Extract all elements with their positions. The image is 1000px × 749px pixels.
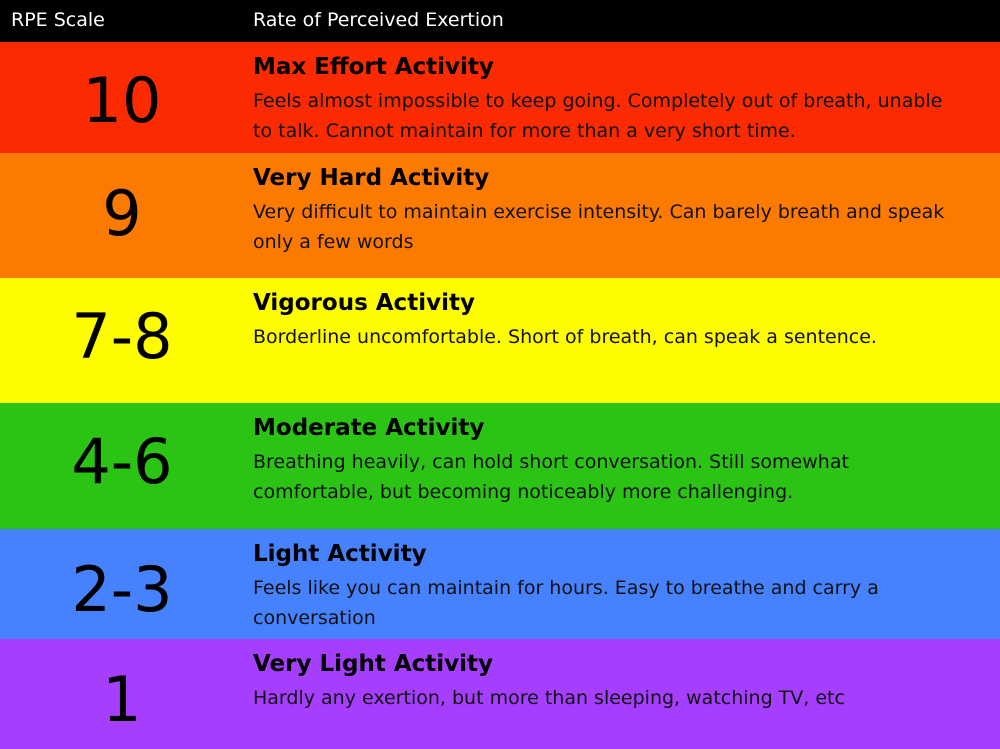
- exertion-header: Rate of Perceived Exertion: [253, 9, 504, 31]
- rpe-level: 4-6: [71, 425, 173, 498]
- activity-title: Max Effort Activity: [253, 54, 494, 80]
- activity-title: Very Hard Activity: [253, 165, 490, 191]
- rpe-level: 7-8: [71, 300, 173, 373]
- activity-description: Feels almost impossible to keep going. C…: [253, 90, 943, 142]
- activity-title: Very Light Activity: [253, 651, 494, 677]
- rpe-row: 9 Very Hard Activity Very difficult to m…: [0, 153, 1000, 278]
- rpe-row: 4-6 Moderate Activity Breathing heavily,…: [0, 403, 1000, 529]
- rpe-level: 2-3: [71, 553, 173, 626]
- rpe-level: 9: [102, 177, 142, 250]
- rpe-level: 10: [82, 64, 162, 137]
- activity-description: Breathing heavily, can hold short conver…: [253, 451, 849, 503]
- activity-title: Vigorous Activity: [253, 290, 475, 316]
- activity-title: Moderate Activity: [253, 415, 485, 441]
- activity-description: Very difficult to maintain exercise inte…: [253, 201, 945, 253]
- rpe-row: 7-8 Vigorous Activity Borderline uncomfo…: [0, 278, 1000, 403]
- rpe-level: 1: [102, 663, 142, 736]
- activity-description: Feels like you can maintain for hours. E…: [253, 577, 879, 629]
- activity-title: Light Activity: [253, 541, 427, 567]
- activity-description: Borderline uncomfortable. Short of breat…: [253, 326, 877, 348]
- rpe-row: 1 Very Light Activity Hardly any exertio…: [0, 639, 1000, 749]
- rpe-row: 10 Max Effort Activity Feels almost impo…: [0, 42, 1000, 153]
- table-header: RPE Scale Rate of Perceived Exertion: [0, 0, 1000, 42]
- activity-description: Hardly any exertion, but more than sleep…: [253, 687, 845, 709]
- rpe-table: 10 Max Effort Activity Feels almost impo…: [0, 42, 1000, 749]
- rpe-row: 2-3 Light Activity Feels like you can ma…: [0, 529, 1000, 639]
- rpe-scale-header: RPE Scale: [11, 9, 105, 31]
